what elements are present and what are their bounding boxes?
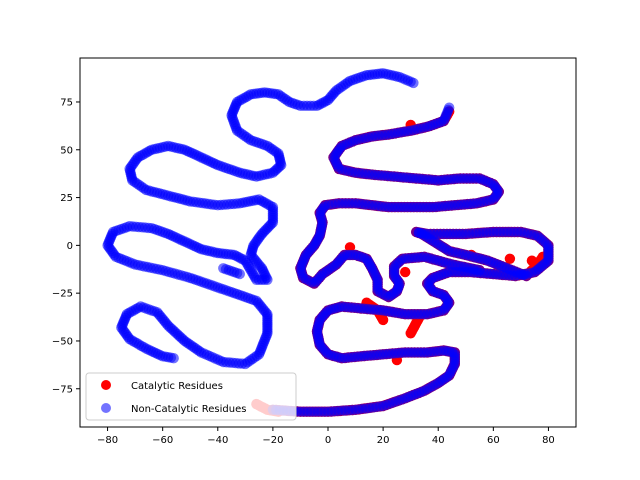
- non-catalytic-point: [521, 270, 532, 282]
- legend-label-non-catalytic: Non-Catalytic Residues: [131, 404, 246, 415]
- y-axis: −75 −50 −25 0 25 50 75: [52, 97, 80, 395]
- x-tick-label: −60: [152, 435, 173, 446]
- x-tick-label: 40: [432, 435, 445, 446]
- non-catalytic-point: [168, 353, 179, 364]
- catalytic-point: [377, 314, 389, 326]
- y-tick-label: 50: [60, 145, 73, 156]
- y-tick-label: −50: [52, 336, 73, 347]
- x-tick-label: −40: [207, 435, 228, 446]
- y-tick-label: −25: [52, 289, 73, 300]
- x-axis: −80 −60 −40 −20 0 20 40 60 80: [97, 427, 555, 446]
- catalytic-point: [504, 253, 516, 264]
- y-tick-label: −75: [52, 384, 73, 395]
- x-tick-label: 20: [377, 435, 390, 446]
- catalytic-point: [400, 266, 411, 278]
- legend: Catalytic Residues Non-Catalytic Residue…: [85, 372, 297, 421]
- y-tick-label: 25: [60, 193, 73, 204]
- legend-box: [85, 372, 297, 421]
- legend-label-catalytic: Catalytic Residues: [131, 381, 223, 392]
- series-non-catalytic-residues: [102, 68, 554, 417]
- x-tick-label: −80: [97, 435, 118, 446]
- x-tick-label: −20: [262, 435, 283, 446]
- x-tick-label: 80: [542, 435, 555, 446]
- x-tick-label: 60: [487, 435, 500, 446]
- y-tick-label: 75: [60, 97, 73, 108]
- catalytic-point: [526, 255, 538, 266]
- non-catalytic-point: [234, 268, 245, 280]
- x-tick-label: 0: [325, 435, 331, 446]
- y-tick-label: 0: [67, 241, 73, 252]
- legend-marker-catalytic: [101, 380, 111, 390]
- non-catalytic-point: [444, 102, 455, 113]
- legend-marker-non-catalytic: [101, 403, 111, 413]
